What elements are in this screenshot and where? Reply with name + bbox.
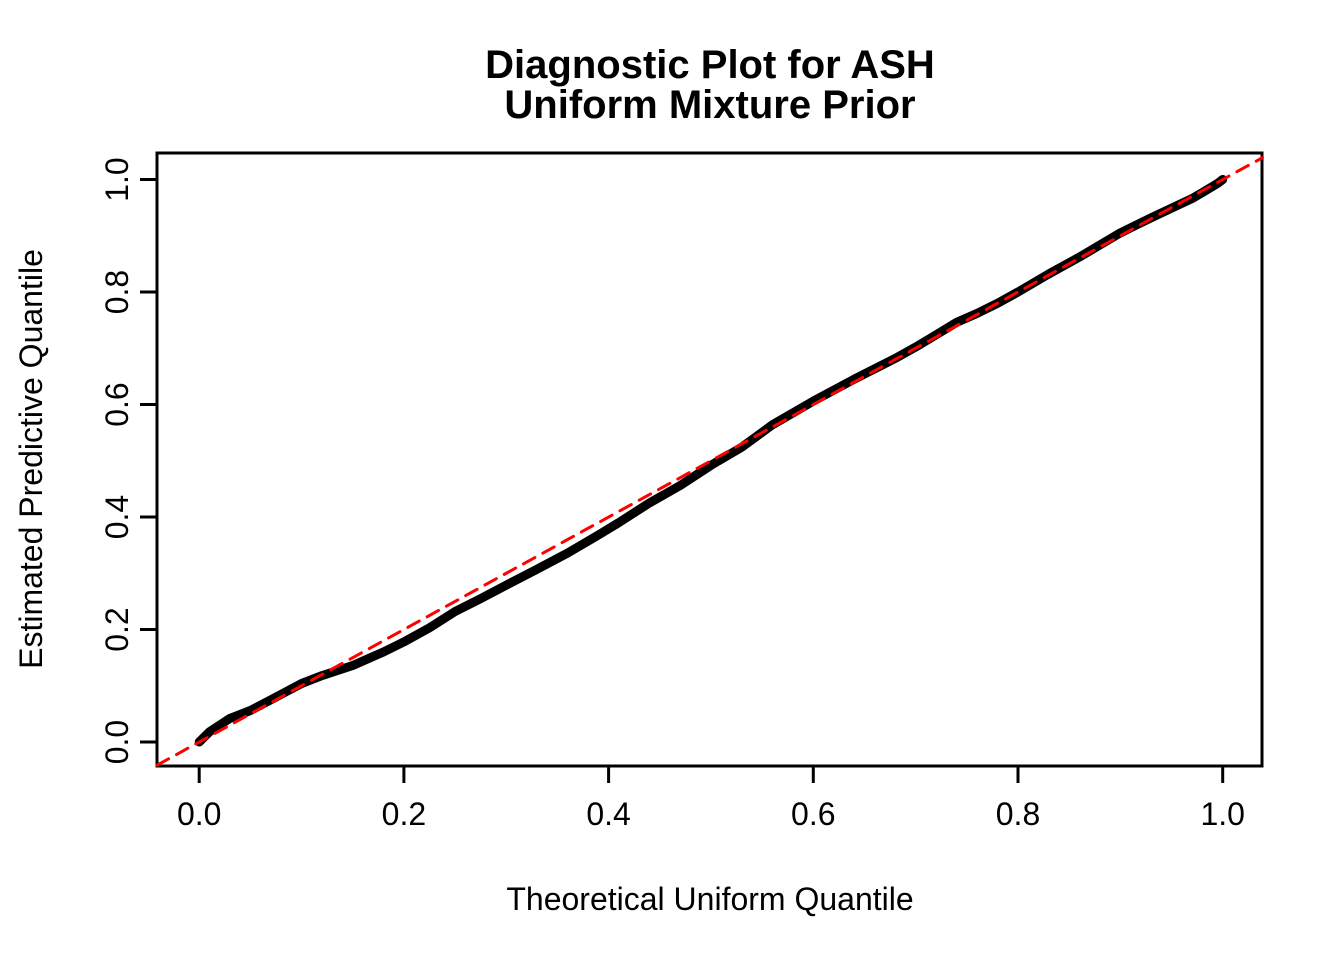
y-axis-title: Estimated Predictive Quantile <box>13 249 49 669</box>
plot-box <box>155 151 1264 768</box>
reference-diagonal <box>155 156 1265 767</box>
y-tick-label: 0.8 <box>99 270 135 314</box>
plot-title-line2: Uniform Mixture Prior <box>504 83 915 127</box>
y-tick-label: 0.2 <box>99 607 135 651</box>
x-tick-label: 0.0 <box>177 796 221 832</box>
y-axis-ticks: 0.0 0.2 0.4 0.6 0.8 1.0 <box>99 157 157 764</box>
estimated-predictive-quantiles <box>194 175 1228 747</box>
x-tick-label: 0.4 <box>586 796 630 832</box>
x-tick-label: 0.8 <box>996 796 1040 832</box>
series-group <box>155 156 1265 767</box>
x-axis-ticks: 0.0 0.2 0.4 0.6 0.8 1.0 <box>177 766 1245 832</box>
x-tick-label: 0.2 <box>382 796 426 832</box>
y-tick-label: 0.6 <box>99 382 135 426</box>
x-tick-label: 0.6 <box>791 796 835 832</box>
y-tick-label: 1.0 <box>99 157 135 201</box>
plot-title-line1: Diagnostic Plot for ASH <box>485 43 935 87</box>
x-axis-title: Theoretical Uniform Quantile <box>506 881 913 917</box>
y-tick-label: 0.0 <box>99 720 135 764</box>
x-tick-label: 1.0 <box>1200 796 1244 832</box>
y-tick-label: 0.4 <box>99 495 135 539</box>
